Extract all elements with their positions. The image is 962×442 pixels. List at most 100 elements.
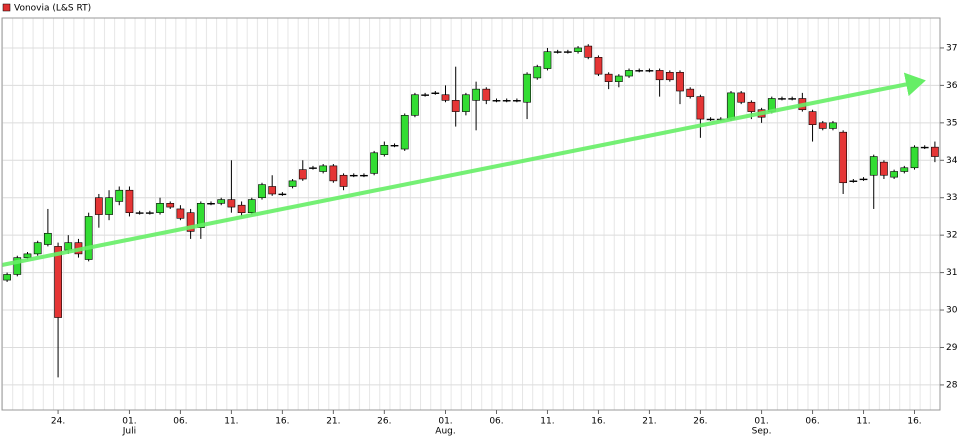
candle-body	[298, 169, 307, 180]
x-tick-label: 21.	[326, 417, 340, 427]
x-tick-label: 16.	[591, 417, 605, 427]
candle-body	[145, 212, 154, 214]
candle-body	[676, 71, 684, 92]
candle-body	[645, 70, 654, 72]
y-tick-label: 36	[946, 81, 958, 91]
candle-body	[247, 199, 256, 213]
candle-body	[859, 178, 868, 181]
candle-body	[166, 203, 175, 208]
candle-body	[920, 146, 929, 149]
legend-label: Vonovia (L&S RT)	[14, 4, 91, 14]
plot-layer	[2, 44, 940, 386]
x-tick-label: 01.	[754, 417, 768, 427]
candle-body	[655, 70, 664, 81]
candle-body	[502, 100, 511, 102]
candle-body	[105, 197, 113, 215]
candle-body	[411, 94, 419, 116]
y-tick-label: 28	[946, 380, 958, 390]
candle-body	[462, 94, 470, 112]
trend-arrow	[1, 72, 926, 267]
y-tick-label: 34	[946, 156, 958, 166]
x-tick-label: 16.	[275, 417, 289, 427]
x-tick-label: 16.	[907, 417, 921, 427]
candle-body	[309, 167, 317, 169]
candle-body	[533, 66, 542, 79]
candle-body	[196, 203, 205, 228]
candle-body	[737, 92, 746, 103]
candle-body	[574, 47, 582, 52]
candle-body	[472, 88, 480, 101]
x-tick-label: 11.	[856, 417, 870, 427]
candle-body	[696, 96, 705, 120]
candle-body	[319, 165, 328, 172]
candle-body	[849, 180, 858, 182]
candle-body	[380, 144, 389, 155]
candle-body	[513, 100, 521, 102]
candle-body	[115, 189, 124, 202]
candle-body	[94, 197, 103, 215]
candle-body	[135, 212, 144, 214]
x-tick-label: 26.	[377, 417, 391, 427]
candle-body	[778, 98, 786, 100]
x-tick-label: 26.	[693, 417, 707, 427]
candle-body	[278, 193, 287, 196]
candle-body	[64, 242, 73, 251]
candle-body	[217, 199, 226, 204]
candle-body	[686, 88, 695, 97]
candle-body	[441, 94, 450, 101]
y-tick-label: 31	[946, 268, 957, 278]
candle-body	[727, 92, 735, 120]
candle-body	[125, 189, 134, 213]
x-tick-label: 11.	[540, 417, 554, 427]
candle-body	[268, 186, 277, 195]
candle-body	[635, 70, 644, 72]
y-tick-label: 37	[946, 43, 957, 53]
month-label: Juli	[122, 427, 136, 437]
x-tick-label: 11.	[224, 417, 238, 427]
candle-body	[3, 274, 11, 281]
x-tick-label: 06.	[173, 417, 187, 427]
candle-body	[594, 57, 603, 75]
candle-body	[890, 171, 898, 178]
candle-body	[482, 88, 491, 101]
candle-body	[400, 115, 409, 150]
candle-body	[258, 184, 266, 199]
y-tick-label: 35	[946, 118, 957, 128]
plot-frame	[1, 17, 941, 411]
x-tick-label: 01.	[438, 417, 452, 427]
candle-body	[329, 165, 338, 182]
y-tick-label: 32	[946, 231, 957, 241]
candle-body	[910, 146, 919, 169]
candle-body	[84, 216, 93, 260]
candle-body	[839, 131, 848, 184]
candle-body	[339, 174, 348, 187]
candle-body	[176, 208, 185, 219]
candle-body	[13, 257, 22, 275]
candle-body	[584, 45, 593, 58]
candle-body	[706, 118, 715, 121]
candle-body	[625, 70, 633, 77]
candle-body	[349, 174, 358, 177]
candle-body	[665, 71, 674, 81]
candle-body	[186, 212, 195, 232]
candle-body	[747, 101, 756, 112]
candle-body	[492, 100, 501, 102]
candle-body	[553, 51, 562, 53]
candle-body	[523, 73, 531, 103]
candle-body	[421, 94, 429, 96]
candle-body	[604, 73, 613, 82]
x-tick-label: 24.	[51, 417, 65, 427]
candle-body	[207, 203, 215, 205]
y-tick-label: 29	[946, 343, 958, 353]
candle-body	[563, 51, 572, 53]
candle-body	[23, 253, 32, 258]
x-tick-label: 01.	[122, 417, 136, 427]
candle-body	[818, 122, 827, 129]
candle-body	[880, 161, 888, 176]
y-tick-label: 30	[946, 306, 958, 316]
candle-body	[370, 152, 379, 174]
candle-body	[156, 203, 164, 213]
candle-body	[808, 111, 817, 126]
candle-body	[543, 51, 552, 69]
month-label: Aug.	[435, 427, 455, 437]
